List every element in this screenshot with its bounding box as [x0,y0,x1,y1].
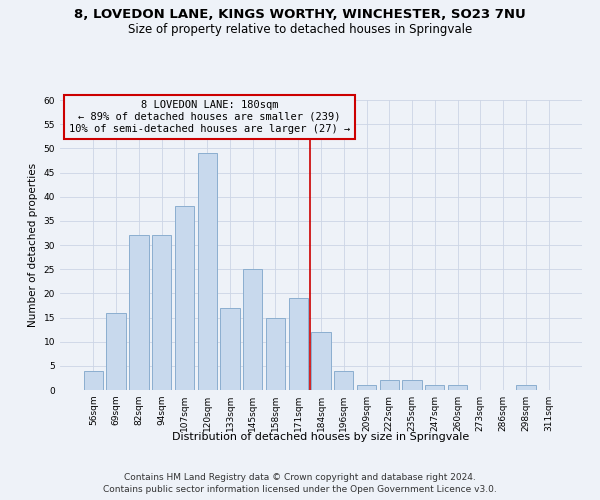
Text: Contains public sector information licensed under the Open Government Licence v3: Contains public sector information licen… [103,485,497,494]
Bar [266,318,285,390]
Text: 8, LOVEDON LANE, KINGS WORTHY, WINCHESTER, SO23 7NU: 8, LOVEDON LANE, KINGS WORTHY, WINCHESTE… [74,8,526,20]
Text: 8 LOVEDON LANE: 180sqm
← 89% of detached houses are smaller (239)
10% of semi-de: 8 LOVEDON LANE: 180sqm ← 89% of detached… [69,100,350,134]
Bar [425,385,445,390]
Bar [106,312,126,390]
Bar [380,380,399,390]
Bar [516,385,536,390]
Bar [84,370,103,390]
Bar [448,385,467,390]
Bar [175,206,194,390]
Bar [289,298,308,390]
Bar [129,236,149,390]
Bar [334,370,353,390]
Bar [152,236,172,390]
Bar [311,332,331,390]
Bar [220,308,239,390]
Bar [243,269,262,390]
Text: Distribution of detached houses by size in Springvale: Distribution of detached houses by size … [172,432,470,442]
Bar [197,153,217,390]
Bar [403,380,422,390]
Text: Contains HM Land Registry data © Crown copyright and database right 2024.: Contains HM Land Registry data © Crown c… [124,472,476,482]
Bar [357,385,376,390]
Text: Size of property relative to detached houses in Springvale: Size of property relative to detached ho… [128,22,472,36]
Y-axis label: Number of detached properties: Number of detached properties [28,163,38,327]
